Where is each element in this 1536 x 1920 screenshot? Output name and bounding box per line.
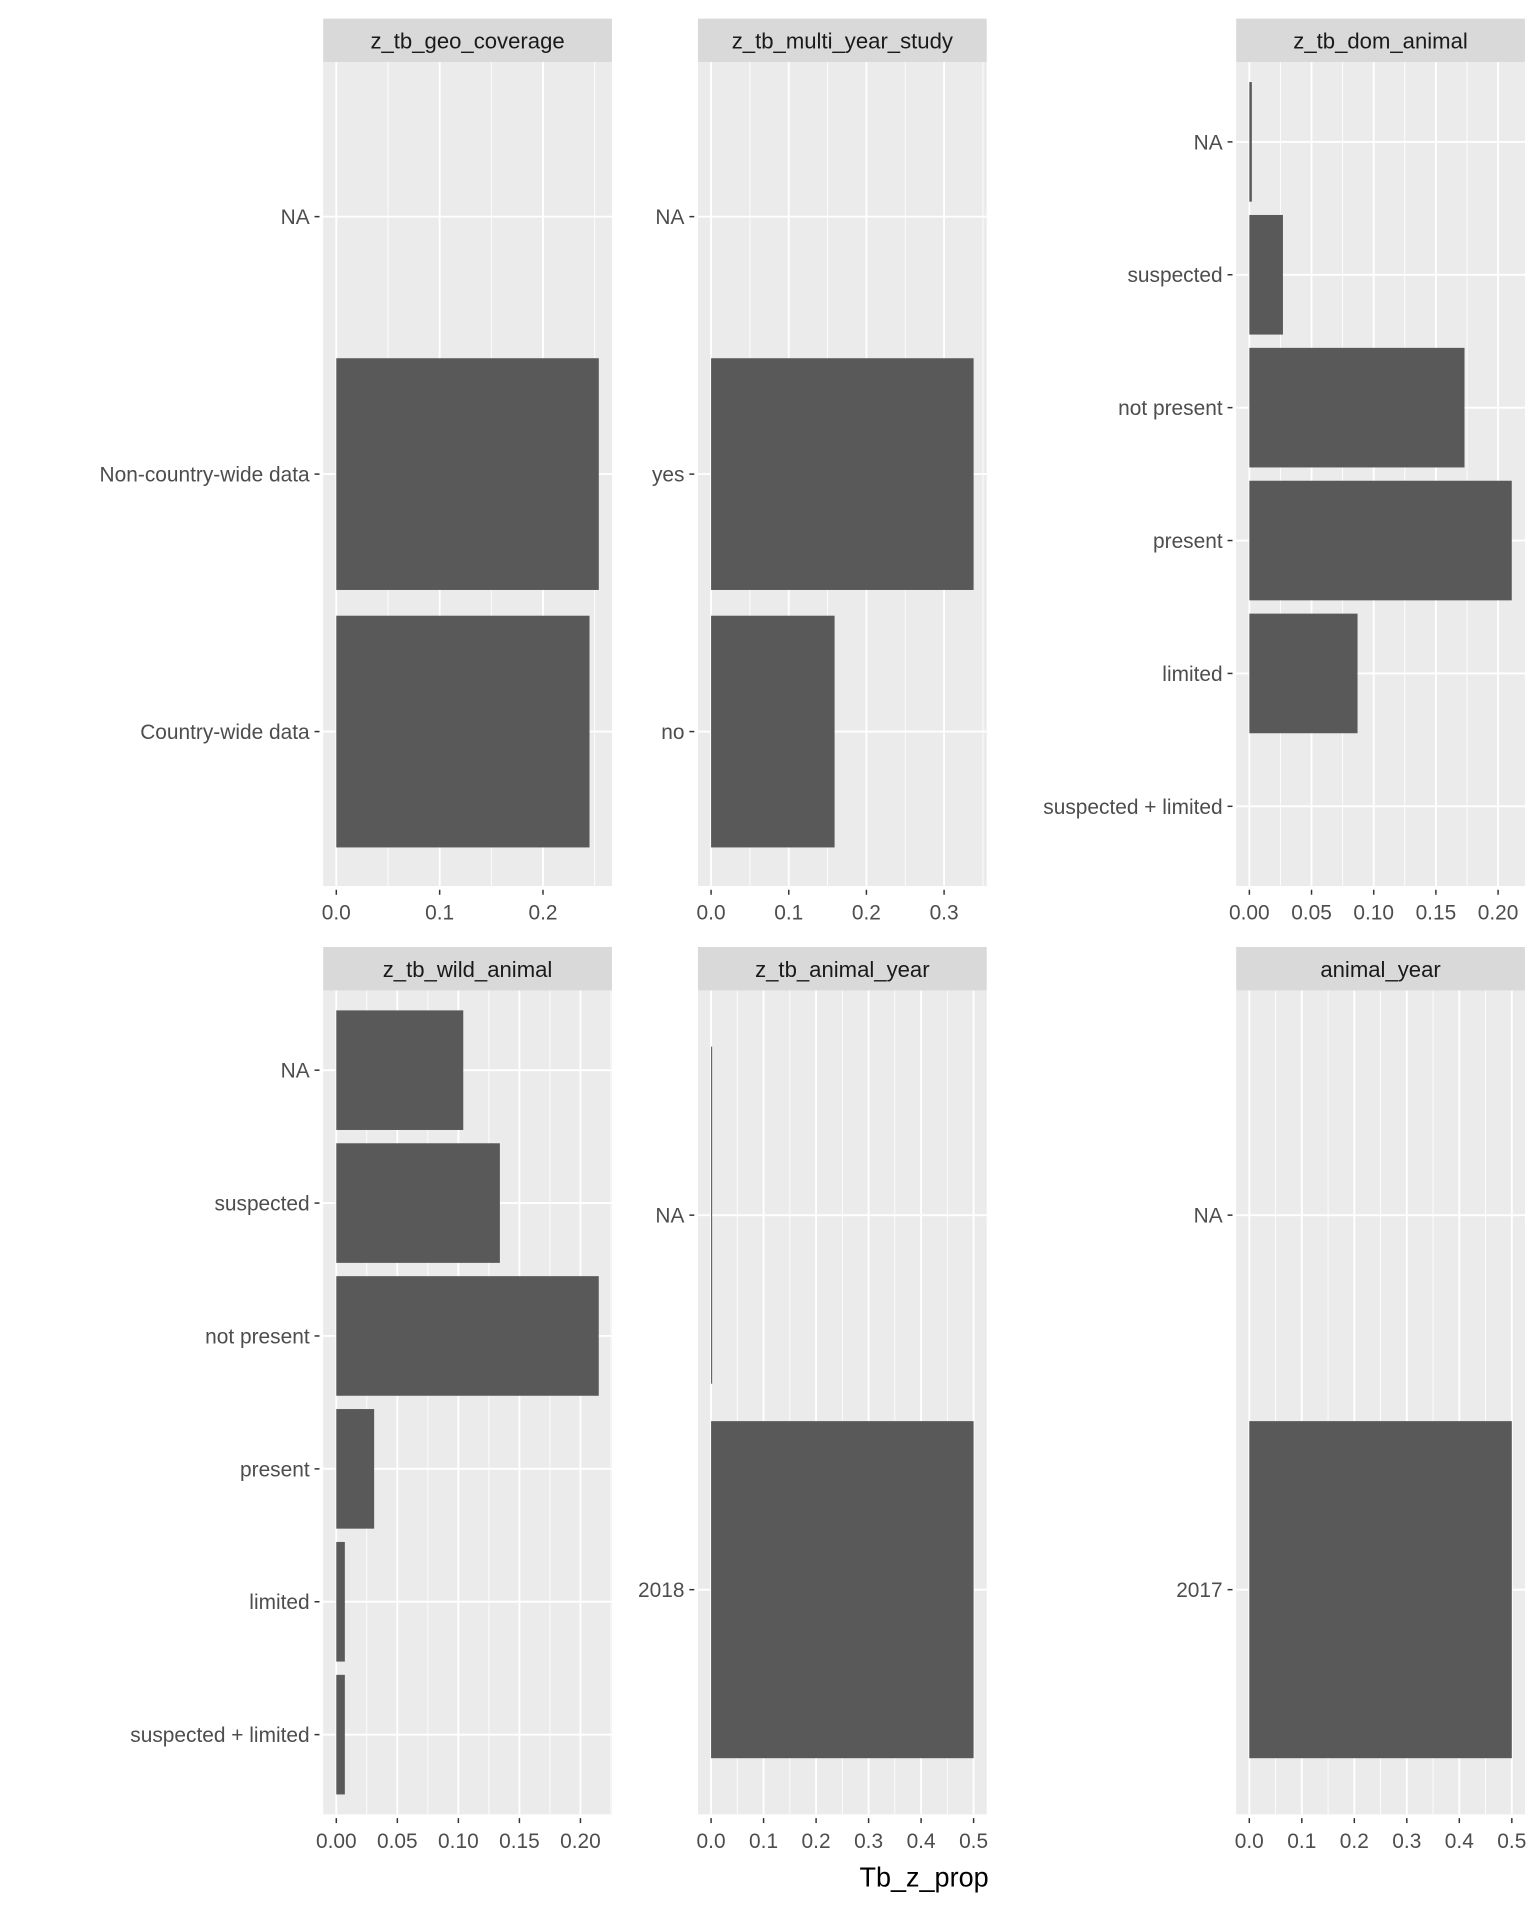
x-tick-label: 0.2 bbox=[1340, 1830, 1369, 1853]
x-tick-label: 0.1 bbox=[749, 1830, 778, 1853]
x-tick-label: 0.0 bbox=[697, 902, 726, 925]
x-tick-label: 0.1 bbox=[1287, 1830, 1316, 1853]
x-tick-label: 0.0 bbox=[322, 902, 351, 925]
y-tick-label: NA bbox=[655, 1205, 684, 1228]
x-tick-label: 0.2 bbox=[528, 902, 557, 925]
x-tick-label: 0.15 bbox=[1416, 902, 1457, 925]
bar bbox=[336, 358, 599, 590]
facet-panel: z_tb_geo_coverage NA Non-country-wide data… bbox=[100, 18, 612, 925]
bar bbox=[1249, 347, 1465, 468]
y-tick-label: limited bbox=[1162, 663, 1222, 686]
y-tick-label: 2017 bbox=[1176, 1579, 1222, 1602]
bar bbox=[336, 615, 590, 848]
y-tick-label: suspected + limited bbox=[130, 1724, 309, 1747]
x-tick-label: 0.5 bbox=[1497, 1830, 1526, 1853]
bar bbox=[336, 1674, 345, 1795]
facet-strip bbox=[1236, 946, 1525, 991]
bar bbox=[1249, 480, 1512, 601]
y-tick-label: suspected bbox=[214, 1192, 309, 1215]
x-tick-label: 0.00 bbox=[1229, 902, 1270, 925]
bar bbox=[711, 615, 835, 848]
y-tick-label: NA bbox=[281, 1060, 310, 1083]
x-tick-label: 0.4 bbox=[907, 1830, 936, 1853]
x-tick-label: 0.3 bbox=[1392, 1830, 1421, 1853]
bar bbox=[1249, 613, 1358, 734]
y-tick-label: NA bbox=[281, 206, 310, 229]
y-tick-label: 2018 bbox=[638, 1579, 684, 1602]
x-tick-label: 0.10 bbox=[1353, 902, 1394, 925]
bar bbox=[711, 1421, 974, 1759]
x-tick-label: 0.00 bbox=[316, 1830, 357, 1853]
facet-strip bbox=[323, 946, 612, 991]
bar bbox=[1249, 1421, 1512, 1759]
x-tick-label: 0.0 bbox=[1235, 1830, 1264, 1853]
facet-strip bbox=[697, 946, 987, 991]
x-tick-label: 0.3 bbox=[854, 1830, 883, 1853]
y-tick-label: suspected + limited bbox=[1043, 796, 1222, 819]
bar bbox=[336, 1010, 464, 1130]
x-tick-label: 0.2 bbox=[802, 1830, 831, 1853]
y-tick-label: NA bbox=[1194, 131, 1223, 154]
y-tick-label: NA bbox=[655, 206, 684, 229]
y-tick-label: limited bbox=[249, 1591, 309, 1614]
x-tick-label: 0.05 bbox=[377, 1830, 418, 1853]
panel-background bbox=[1236, 62, 1525, 887]
facet-strip bbox=[1236, 18, 1525, 63]
bar bbox=[711, 1046, 713, 1384]
facet-panel: z_tb_dom_animal NA suspected not present pre… bbox=[1043, 18, 1525, 925]
bar bbox=[336, 1541, 345, 1662]
bar bbox=[1249, 214, 1283, 335]
x-tick-label: 0.15 bbox=[499, 1830, 540, 1853]
y-tick-label: present bbox=[240, 1458, 310, 1481]
x-tick-label: 0.05 bbox=[1291, 902, 1332, 925]
y-tick-label: NA bbox=[1194, 1205, 1223, 1228]
facet-panel: z_tb_wild_animal NA suspected not present pr… bbox=[130, 946, 612, 1853]
y-tick-label: not present bbox=[205, 1325, 310, 1348]
y-tick-label: Non-country-wide data bbox=[100, 463, 310, 486]
bar bbox=[336, 1276, 599, 1396]
facet-title: z_tb_geo_coverage bbox=[370, 28, 564, 53]
bar bbox=[336, 1143, 500, 1263]
y-tick-label: no bbox=[661, 721, 684, 744]
x-tick-label: 0.20 bbox=[560, 1830, 601, 1853]
facet-title: z_tb_multi_year_study bbox=[732, 28, 954, 53]
x-tick-label: 0.0 bbox=[697, 1830, 726, 1853]
facet-title: z_tb_dom_animal bbox=[1293, 28, 1468, 53]
y-tick-label: Country-wide data bbox=[140, 721, 310, 744]
x-tick-label: 0.10 bbox=[438, 1830, 479, 1853]
bar bbox=[336, 1409, 375, 1529]
x-tick-label: 0.5 bbox=[959, 1830, 988, 1853]
facet-strip bbox=[323, 18, 612, 63]
y-tick-label: present bbox=[1153, 530, 1223, 553]
x-tick-label: 0.1 bbox=[774, 902, 803, 925]
facet-panel: animal_year NA 2017 0.0 0.1 0.2 0.3 0.4 0.5 bbox=[1176, 946, 1526, 1853]
facet-panel: z_tb_multi_year_study NA yes no 0.0 0.1 0.2 0.3 bbox=[652, 18, 987, 925]
x-tick-label: 0.2 bbox=[852, 902, 881, 925]
facet-title: animal_year bbox=[1320, 957, 1441, 982]
facet-panel: z_tb_animal_year NA 2018 0.0 0.1 0.2 0.3 0.4 0.5 bbox=[638, 946, 988, 1853]
facet-title: z_tb_wild_animal bbox=[383, 957, 553, 982]
bar bbox=[711, 358, 974, 590]
y-tick-label: not present bbox=[1118, 397, 1223, 420]
x-tick-label: 0.4 bbox=[1445, 1830, 1474, 1853]
y-tick-label: yes bbox=[652, 463, 685, 486]
bar bbox=[1249, 82, 1252, 202]
x-tick-label: 0.20 bbox=[1478, 902, 1519, 925]
x-tick-label: 0.1 bbox=[425, 902, 454, 925]
facet-title: z_tb_animal_year bbox=[755, 957, 930, 982]
facet-strip bbox=[697, 18, 987, 63]
x-axis-title: Tb_z_prop bbox=[859, 1861, 988, 1892]
x-tick-label: 0.3 bbox=[930, 902, 959, 925]
y-tick-label: suspected bbox=[1127, 264, 1222, 287]
